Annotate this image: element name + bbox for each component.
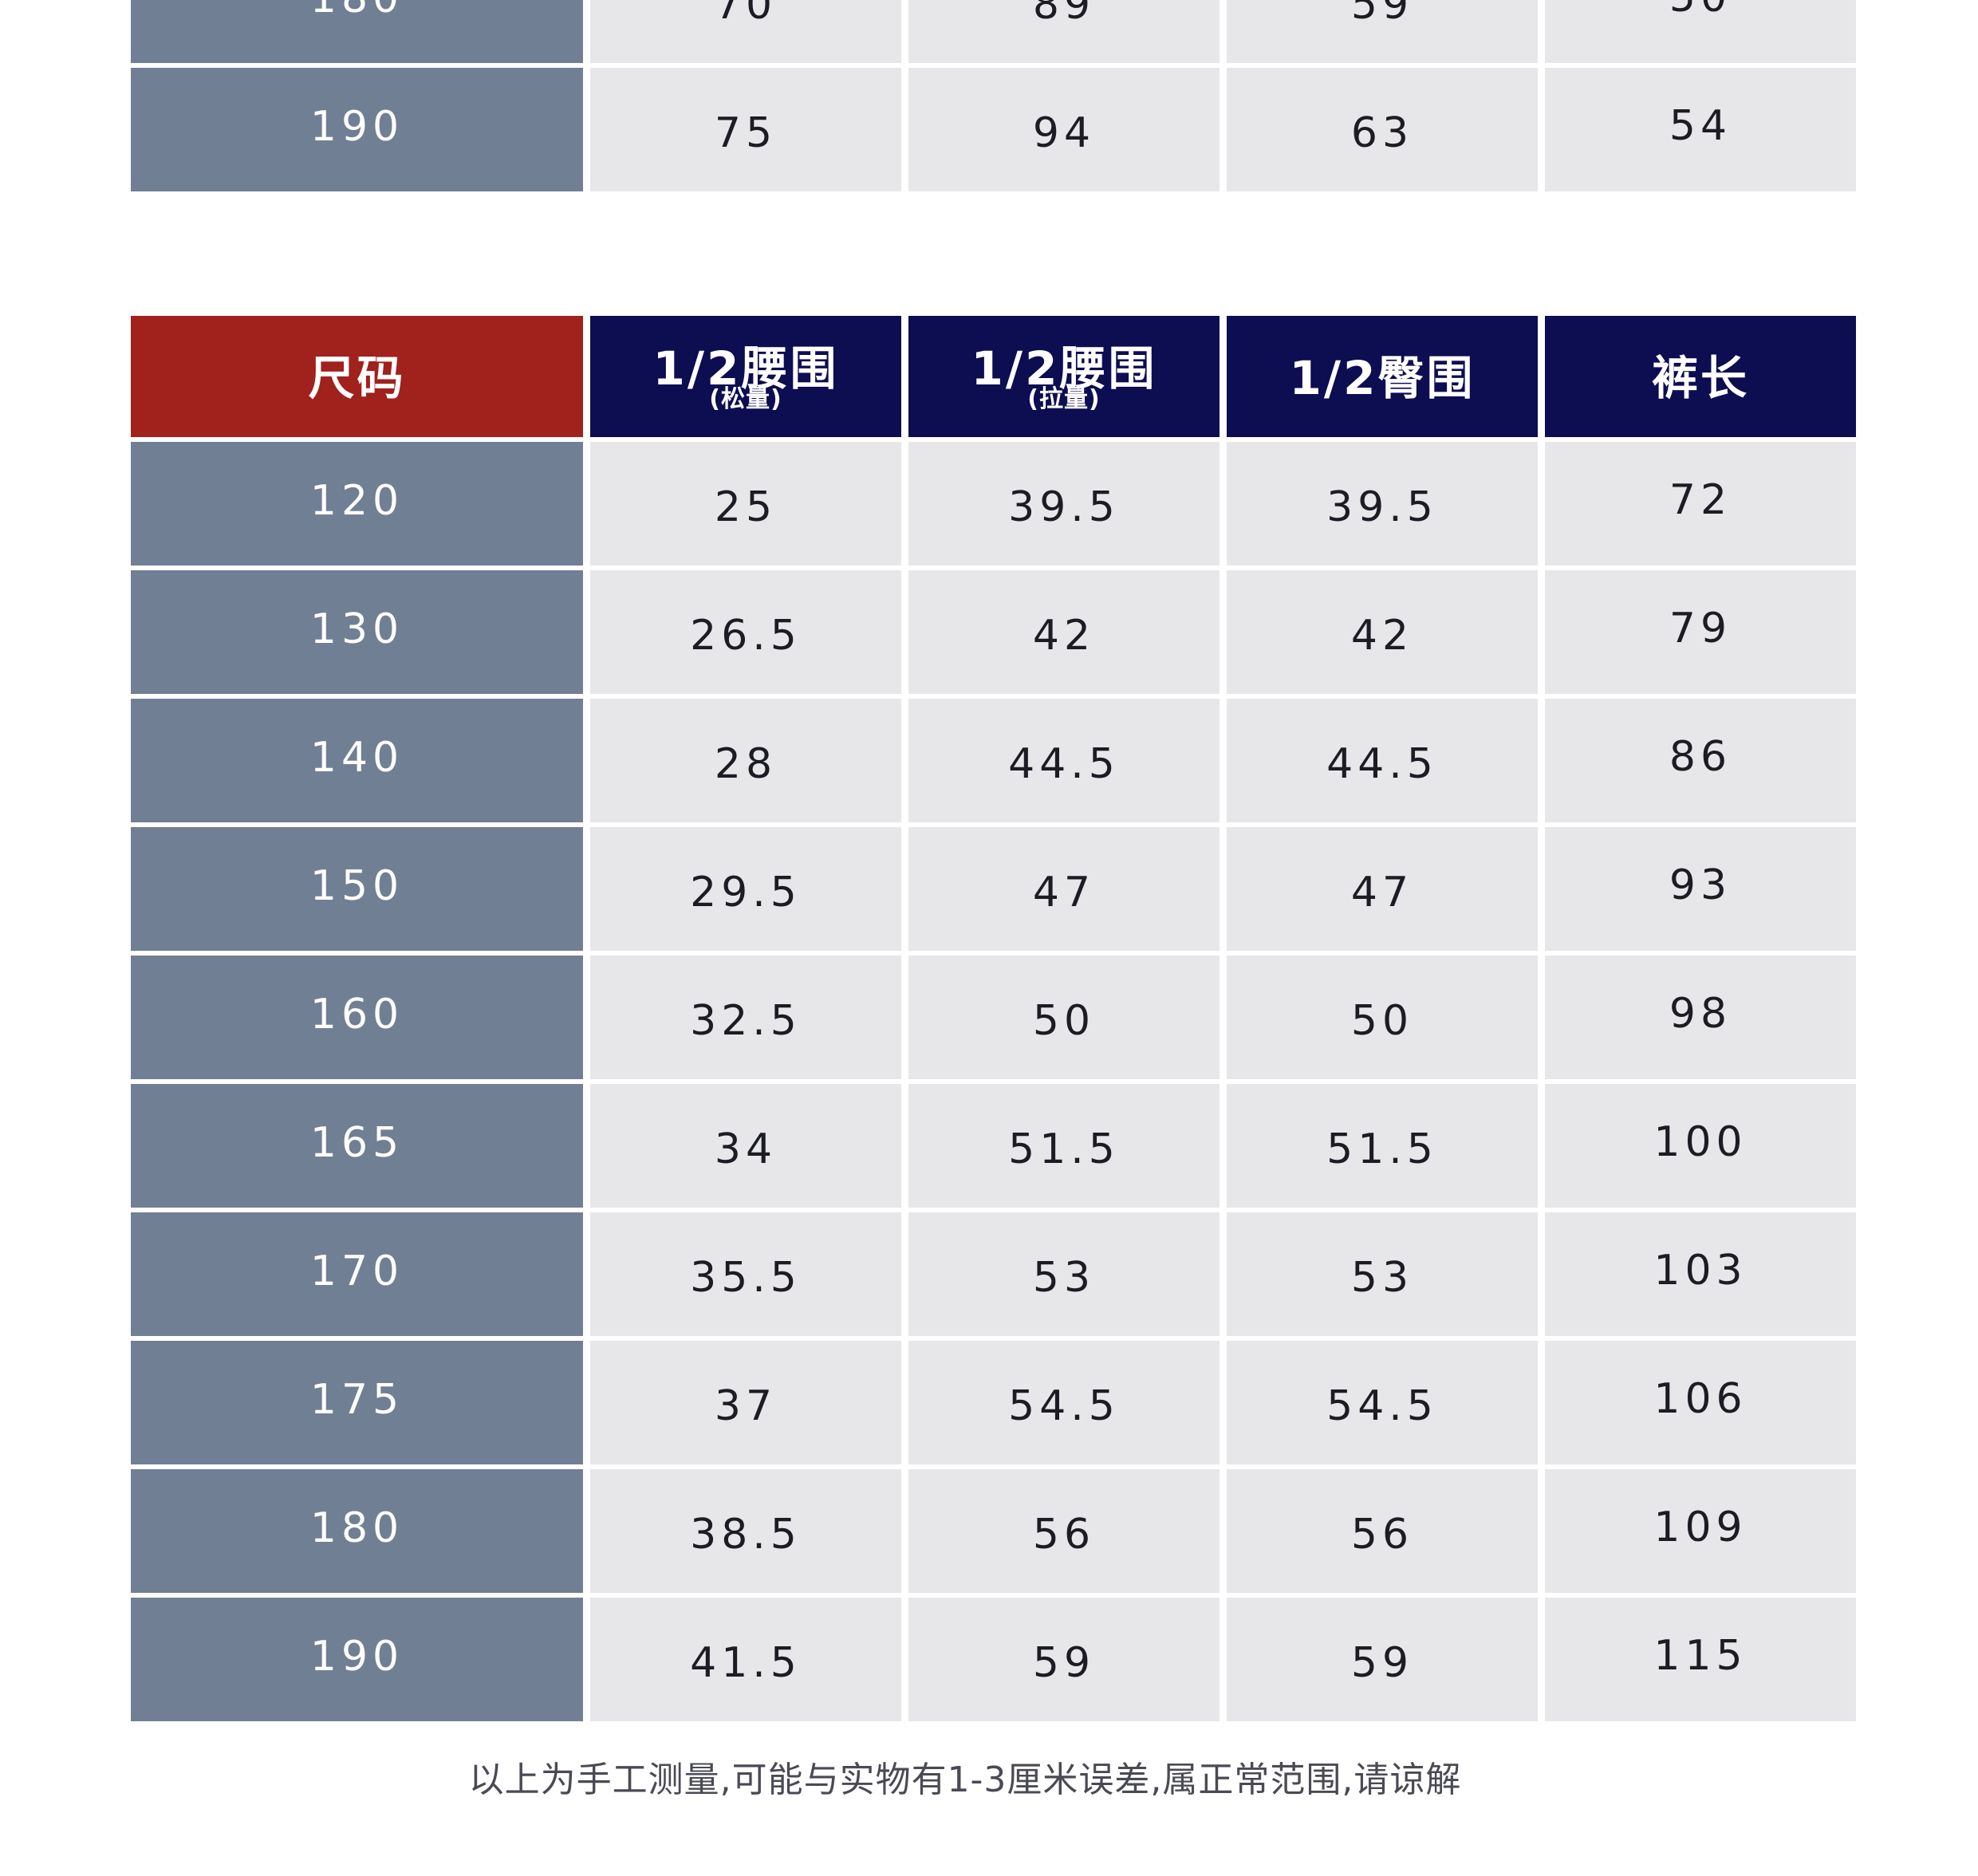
table-row: 160 32.5 50 50 98 [131, 956, 1856, 1079]
table-row: 180 38.5 56 56 109 [131, 1469, 1856, 1593]
value-cell-length: 100 [1545, 1084, 1856, 1208]
value-cell-length: 103 [1545, 1212, 1856, 1336]
table-row: 170 35.5 53 53 103 [131, 1212, 1856, 1336]
size-cell: 170 [131, 1212, 583, 1336]
value-cell-hip: 44.5 [1227, 699, 1538, 822]
value-cell-waist-relaxed: 41.5 [590, 1598, 901, 1721]
table-header-row: 尺码 1/2腰围 (松量) 1/2腰围 (拉量) 1/2臀围 裤长 [131, 316, 1856, 437]
header-waist-stretched: 1/2腰围 (拉量) [908, 316, 1220, 437]
header-label: 1/2腰围 [971, 341, 1157, 396]
value-cell-length: 115 [1545, 1598, 1856, 1721]
value-cell-hip: 51.5 [1227, 1084, 1538, 1208]
table-row: 140 28 44.5 44.5 86 [131, 699, 1856, 822]
value-cell-waist-relaxed: 26.5 [590, 570, 901, 694]
value-cell-waist-relaxed: 32.5 [590, 956, 901, 1079]
header-sublabel: (松量) [709, 385, 782, 413]
table-row: 175 37 54.5 54.5 106 [131, 1341, 1856, 1464]
size-cell: 180 [131, 0, 583, 63]
value-cell-waist-stretched: 54.5 [908, 1341, 1220, 1464]
header-hip: 1/2臀围 [1227, 316, 1538, 437]
value-cell-length: 72 [1545, 442, 1856, 566]
table-row: 165 34 51.5 51.5 100 [131, 1084, 1856, 1208]
size-cell: 150 [131, 827, 583, 951]
header-sublabel: (拉量) [1027, 385, 1101, 413]
value-cell: 54 [1545, 68, 1856, 191]
value-cell-hip: 53 [1227, 1212, 1538, 1336]
value-cell-waist-stretched: 39.5 [908, 442, 1220, 566]
value-cell: 94 [908, 68, 1220, 191]
value-cell-waist-relaxed: 35.5 [590, 1212, 901, 1336]
table-row: 120 25 39.5 39.5 72 [131, 442, 1856, 566]
size-chart-table: 尺码 1/2腰围 (松量) 1/2腰围 (拉量) 1/2臀围 裤长 120 25 3… [131, 316, 1856, 1726]
header-size: 尺码 [131, 316, 583, 437]
value-cell-hip: 54.5 [1227, 1341, 1538, 1464]
value-cell-hip: 39.5 [1227, 442, 1538, 566]
value-cell: 89 [908, 0, 1220, 63]
table-body: 120 25 39.5 39.5 72 130 26.5 42 42 79 140 28 44.5 44.… [131, 442, 1856, 1721]
value-cell-length: 106 [1545, 1341, 1856, 1464]
size-cell: 130 [131, 570, 583, 694]
value-cell-waist-stretched: 47 [908, 827, 1220, 951]
value-cell-length: 79 [1545, 570, 1856, 694]
value-cell-waist-relaxed: 29.5 [590, 827, 901, 951]
value-cell-hip: 42 [1227, 570, 1538, 694]
value-cell-waist-stretched: 50 [908, 956, 1220, 1079]
value-cell-hip: 59 [1227, 1598, 1538, 1721]
value-cell-waist-relaxed: 28 [590, 699, 901, 822]
header-label: 尺码 [308, 351, 406, 405]
value-cell-hip: 50 [1227, 956, 1538, 1079]
value-cell-length: 109 [1545, 1469, 1856, 1593]
size-cell: 140 [131, 699, 583, 822]
size-cell: 175 [131, 1341, 583, 1464]
table-row: 150 29.5 47 47 93 [131, 827, 1856, 951]
value-cell-waist-stretched: 42 [908, 570, 1220, 694]
value-cell-waist-stretched: 53 [908, 1212, 1220, 1336]
header-label: 裤长 [1651, 351, 1749, 405]
header-label: 1/2臀围 [1289, 351, 1476, 405]
table-row: 190 41.5 59 59 115 [131, 1598, 1856, 1721]
value-cell: 63 [1227, 68, 1538, 191]
value-cell: 75 [590, 68, 901, 191]
table-row: 180 70 89 59 50 [131, 0, 1856, 63]
value-cell-waist-stretched: 51.5 [908, 1084, 1220, 1208]
value-cell-waist-relaxed: 38.5 [590, 1469, 901, 1593]
value-cell: 70 [590, 0, 901, 63]
value-cell-waist-stretched: 56 [908, 1469, 1220, 1593]
value-cell-hip: 56 [1227, 1469, 1538, 1593]
value-cell-waist-relaxed: 34 [590, 1084, 901, 1208]
header-pants-length: 裤长 [1545, 316, 1856, 437]
table-row: 130 26.5 42 42 79 [131, 570, 1856, 694]
size-cell: 180 [131, 1469, 583, 1593]
previous-size-table-fragment: 180 70 89 59 50 190 75 94 63 54 [131, 0, 1856, 196]
value-cell-length: 98 [1545, 956, 1856, 1079]
size-cell: 190 [131, 68, 583, 191]
value-cell-waist-relaxed: 37 [590, 1341, 901, 1464]
measurement-footnote: 以上为手工测量,可能与实物有1-3厘米误差,属正常范围,请谅解 [468, 1760, 1462, 1800]
header-waist-relaxed: 1/2腰围 (松量) [590, 316, 901, 437]
value-cell: 59 [1227, 0, 1538, 63]
value-cell: 50 [1545, 0, 1856, 63]
value-cell-hip: 47 [1227, 827, 1538, 951]
value-cell-waist-stretched: 44.5 [908, 699, 1220, 822]
value-cell-waist-relaxed: 25 [590, 442, 901, 566]
size-cell: 190 [131, 1598, 583, 1721]
size-cell: 120 [131, 442, 583, 566]
header-label: 1/2腰围 [652, 341, 839, 396]
value-cell-waist-stretched: 59 [908, 1598, 1220, 1721]
value-cell-length: 86 [1545, 699, 1856, 822]
value-cell-length: 93 [1545, 827, 1856, 951]
size-cell: 165 [131, 1084, 583, 1208]
table-row: 190 75 94 63 54 [131, 68, 1856, 191]
size-cell: 160 [131, 956, 583, 1079]
